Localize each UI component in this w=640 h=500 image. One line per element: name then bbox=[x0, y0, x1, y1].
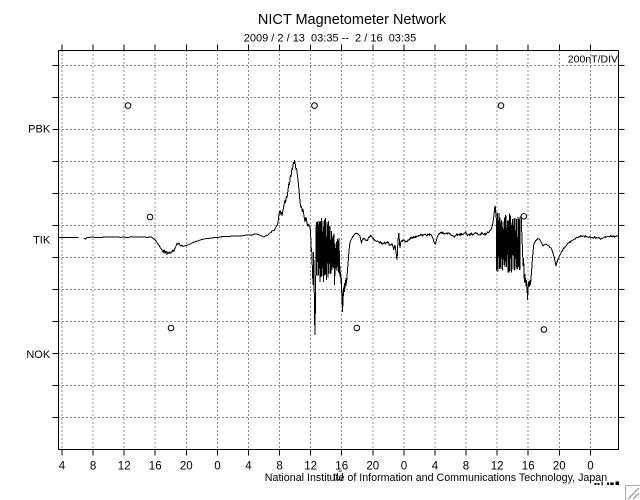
svg-text:NICT Magnetometer Network: NICT Magnetometer Network bbox=[258, 12, 447, 28]
svg-text:NOK: NOK bbox=[26, 349, 51, 361]
svg-text:0: 0 bbox=[401, 461, 407, 473]
svg-text:12: 12 bbox=[118, 461, 131, 473]
svg-text:16: 16 bbox=[335, 461, 348, 473]
svg-text:8: 8 bbox=[90, 461, 96, 473]
svg-text:PBK: PBK bbox=[28, 124, 51, 136]
svg-text:200nT/DIV: 200nT/DIV bbox=[568, 54, 618, 66]
svg-text:4: 4 bbox=[59, 461, 66, 473]
svg-text:National Institute of Informat: National Institute of Information and Co… bbox=[265, 472, 607, 484]
svg-text:8: 8 bbox=[276, 461, 282, 473]
svg-text:12: 12 bbox=[491, 461, 504, 473]
svg-text:8: 8 bbox=[463, 461, 469, 473]
svg-text:16: 16 bbox=[149, 461, 162, 473]
svg-text:12: 12 bbox=[304, 461, 317, 473]
svg-text:20: 20 bbox=[366, 461, 379, 473]
svg-text:20: 20 bbox=[553, 461, 566, 473]
svg-text:tŰ: tŰ bbox=[333, 470, 344, 484]
svg-text:0: 0 bbox=[214, 461, 220, 473]
svg-text:2009 / 2 / 13 03:35 -- 2 / 1: 2009 / 2 / 13 03:35 -- 2 / 16 03:35 bbox=[244, 33, 416, 45]
svg-text:0: 0 bbox=[587, 461, 593, 473]
svg-text:20: 20 bbox=[180, 461, 193, 473]
svg-text:4: 4 bbox=[432, 461, 439, 473]
svg-text:TIK: TIK bbox=[33, 235, 51, 247]
svg-text:4: 4 bbox=[245, 461, 252, 473]
svg-text:16: 16 bbox=[522, 461, 535, 473]
